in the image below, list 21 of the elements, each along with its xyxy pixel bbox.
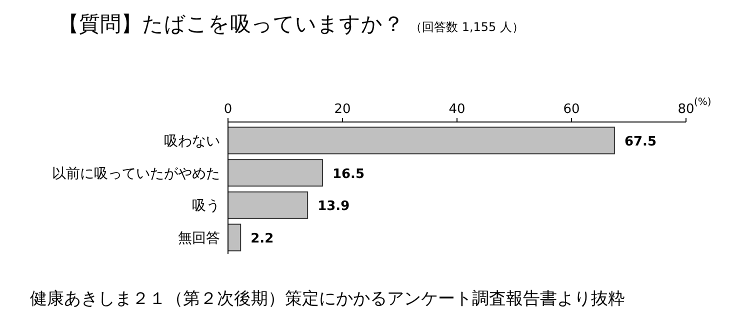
x-tick-label: 40	[448, 102, 466, 117]
x-axis-title: (%)	[694, 97, 712, 108]
x-tick-label: 0	[224, 102, 232, 117]
bar	[228, 224, 242, 252]
data-label: 13.9	[318, 199, 350, 214]
y-tick-label: 吸わない	[164, 133, 220, 150]
data-label: 2.2	[250, 232, 274, 247]
data-label: 16.5	[332, 166, 365, 182]
chart-subtitle: （回答数 1,155 人）	[410, 20, 524, 34]
chart-title: 【質問】たばこを吸っていますか？	[58, 12, 404, 36]
y-tick-label: 吸う	[192, 198, 220, 214]
data-label: 67.5	[624, 134, 657, 150]
y-tick-label: 以前に吸っていたがやめた	[52, 166, 220, 182]
text: 健康あきしま２１（第２次後期）策定にかかるアンケート調査報告書より抜粋	[30, 289, 625, 309]
x-tick-label: 80	[678, 102, 694, 117]
bar	[228, 159, 323, 187]
bar	[228, 191, 308, 219]
x-tick-label: 20	[334, 102, 351, 117]
x-tick-label: 60	[563, 102, 580, 117]
y-tick-label: 無回答	[178, 230, 220, 247]
bar	[228, 126, 615, 154]
